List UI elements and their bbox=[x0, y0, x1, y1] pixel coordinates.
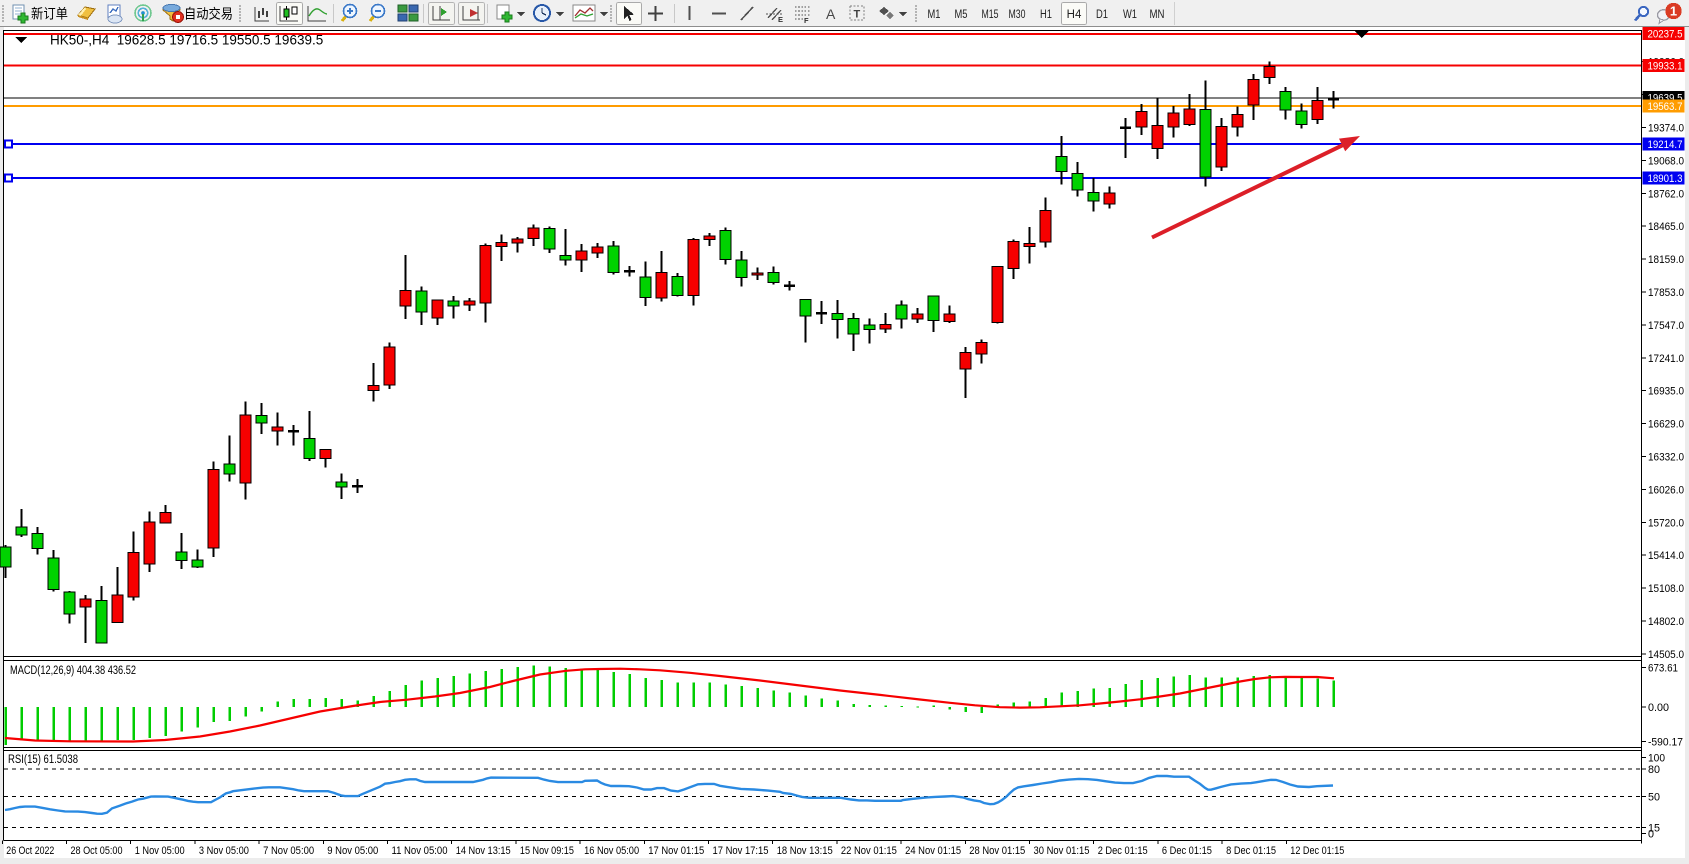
svg-text:14505.0: 14505.0 bbox=[1648, 649, 1684, 661]
svg-text:M15: M15 bbox=[982, 9, 999, 21]
svg-text:28 Oct 05:00: 28 Oct 05:00 bbox=[71, 845, 123, 857]
svg-text:26 Oct 2022: 26 Oct 2022 bbox=[6, 845, 54, 857]
svg-text:19563.7: 19563.7 bbox=[1648, 101, 1683, 113]
svg-text:17241.0: 17241.0 bbox=[1648, 353, 1684, 365]
svg-text:自动交易: 自动交易 bbox=[184, 6, 233, 22]
svg-text:14802.0: 14802.0 bbox=[1648, 616, 1684, 628]
svg-text:16 Nov 05:00: 16 Nov 05:00 bbox=[584, 845, 639, 857]
svg-text:2 Dec 01:15: 2 Dec 01:15 bbox=[1098, 845, 1148, 857]
svg-text:12 Dec 01:15: 12 Dec 01:15 bbox=[1290, 845, 1344, 857]
svg-text:0.00: 0.00 bbox=[1648, 702, 1669, 714]
svg-text:100: 100 bbox=[1648, 752, 1665, 764]
svg-text:14 Nov 13:15: 14 Nov 13:15 bbox=[456, 845, 511, 857]
svg-text:RSI(15) 61.5038: RSI(15) 61.5038 bbox=[8, 754, 78, 766]
svg-text:1 Nov 05:00: 1 Nov 05:00 bbox=[135, 845, 185, 857]
svg-text:50: 50 bbox=[1648, 792, 1660, 804]
svg-text:8 Dec 01:15: 8 Dec 01:15 bbox=[1226, 845, 1276, 857]
svg-text:9 Nov 05:00: 9 Nov 05:00 bbox=[327, 845, 378, 857]
svg-text:16629.0: 16629.0 bbox=[1648, 419, 1684, 431]
svg-text:F: F bbox=[804, 16, 809, 25]
svg-text:H1: H1 bbox=[1040, 9, 1052, 21]
svg-text:673.61: 673.61 bbox=[1648, 662, 1678, 674]
svg-text:17853.0: 17853.0 bbox=[1648, 287, 1684, 299]
svg-text:新订单: 新订单 bbox=[31, 7, 68, 22]
svg-text:T: T bbox=[854, 9, 861, 21]
svg-text:15 Nov 09:15: 15 Nov 09:15 bbox=[520, 845, 574, 857]
svg-text:MACD(12,26,9) 404.38 436.52: MACD(12,26,9) 404.38 436.52 bbox=[10, 665, 136, 677]
svg-text:17 Nov 01:15: 17 Nov 01:15 bbox=[648, 845, 704, 857]
svg-text:16935.0: 16935.0 bbox=[1648, 386, 1684, 398]
svg-text:80: 80 bbox=[1648, 764, 1660, 776]
svg-text:A: A bbox=[826, 6, 836, 22]
svg-text:H4: H4 bbox=[1067, 9, 1082, 21]
svg-text:19933.1: 19933.1 bbox=[1648, 61, 1683, 73]
svg-text:28 Nov 01:15: 28 Nov 01:15 bbox=[969, 845, 1025, 857]
svg-text:1: 1 bbox=[1670, 4, 1677, 19]
svg-text:17 Nov 17:15: 17 Nov 17:15 bbox=[713, 845, 769, 857]
svg-text:15108.0: 15108.0 bbox=[1648, 583, 1684, 595]
svg-text:19068.0: 19068.0 bbox=[1648, 155, 1684, 167]
svg-text:M30: M30 bbox=[1009, 9, 1026, 21]
svg-text:7 Nov 05:00: 7 Nov 05:00 bbox=[263, 845, 314, 857]
svg-text:15720.0: 15720.0 bbox=[1648, 517, 1684, 529]
svg-text:M5: M5 bbox=[955, 9, 968, 21]
svg-text:W1: W1 bbox=[1123, 9, 1137, 21]
svg-text:18159.0: 18159.0 bbox=[1648, 254, 1684, 266]
svg-text:HK50-,H4 19628.5 19716.5 1955: HK50-,H4 19628.5 19716.5 19550.5 19639.5 bbox=[50, 33, 323, 48]
svg-text:D1: D1 bbox=[1096, 9, 1108, 21]
svg-text:30 Nov 01:15: 30 Nov 01:15 bbox=[1034, 845, 1090, 857]
svg-text:17547.0: 17547.0 bbox=[1648, 320, 1684, 332]
svg-text:MN: MN bbox=[1150, 9, 1165, 21]
svg-text:22 Nov 01:15: 22 Nov 01:15 bbox=[841, 845, 897, 857]
svg-text:-590.17: -590.17 bbox=[1648, 736, 1683, 748]
svg-text:18762.0: 18762.0 bbox=[1648, 188, 1684, 200]
svg-text:16332.0: 16332.0 bbox=[1648, 452, 1684, 464]
svg-text:3 Nov 05:00: 3 Nov 05:00 bbox=[199, 845, 249, 857]
svg-text:16026.0: 16026.0 bbox=[1648, 484, 1684, 496]
svg-text:E: E bbox=[778, 15, 783, 24]
svg-text:18465.0: 18465.0 bbox=[1648, 221, 1684, 233]
svg-text:20237.5: 20237.5 bbox=[1648, 29, 1683, 41]
svg-text:6 Dec 01:15: 6 Dec 01:15 bbox=[1162, 845, 1212, 857]
svg-text:19214.7: 19214.7 bbox=[1648, 139, 1683, 151]
svg-text:18 Nov 13:15: 18 Nov 13:15 bbox=[777, 845, 833, 857]
svg-text:18901.3: 18901.3 bbox=[1648, 173, 1683, 185]
svg-text:19374.0: 19374.0 bbox=[1648, 123, 1684, 135]
svg-text:15: 15 bbox=[1648, 823, 1660, 835]
svg-text:0: 0 bbox=[1648, 828, 1654, 840]
svg-text:11 Nov 05:00: 11 Nov 05:00 bbox=[392, 845, 448, 857]
svg-text:M1: M1 bbox=[928, 9, 941, 21]
svg-text:24 Nov 01:15: 24 Nov 01:15 bbox=[905, 845, 961, 857]
svg-text:15414.0: 15414.0 bbox=[1648, 550, 1684, 562]
